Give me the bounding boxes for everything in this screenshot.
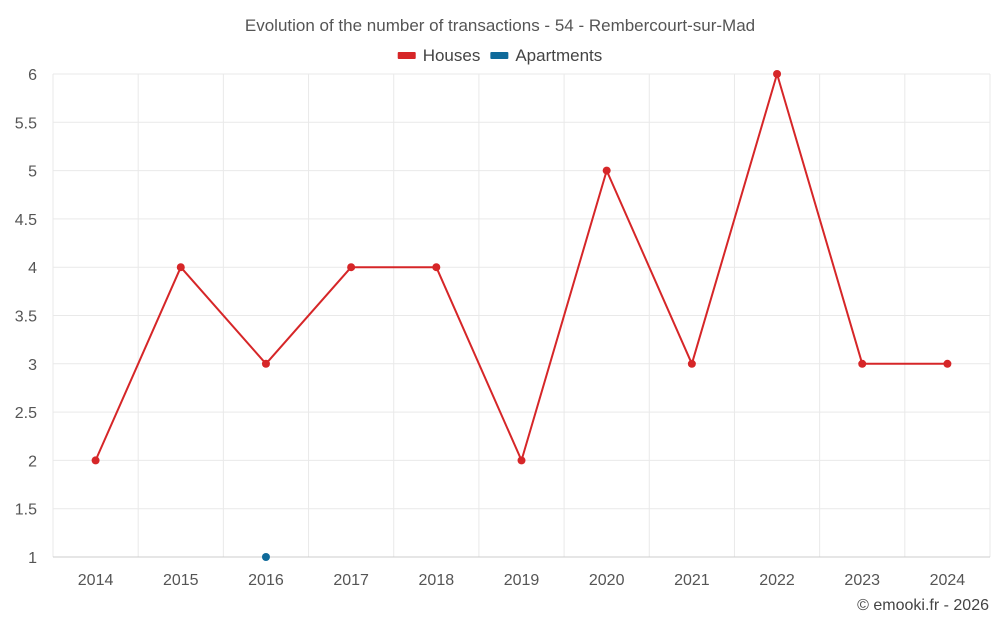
x-tick-label: 2019 (504, 572, 540, 589)
y-tick-label: 1 (28, 550, 37, 567)
x-tick-label: 2015 (163, 572, 199, 589)
data-point-houses[interactable] (773, 70, 782, 78)
y-tick-label: 5.5 (15, 115, 37, 132)
y-tick-label: 4 (28, 260, 37, 277)
data-point-houses[interactable] (176, 263, 185, 272)
x-tick-label: 2023 (844, 572, 880, 589)
legend: Houses Apartments (397, 46, 602, 65)
x-tick-label: 2016 (248, 572, 284, 589)
data-point-houses[interactable] (517, 456, 526, 465)
legend-item-houses[interactable]: Houses (397, 46, 481, 65)
y-tick-label: 1.5 (15, 502, 37, 519)
legend-label: Houses (423, 46, 481, 65)
x-axis-ticks: 2014 2015 2016 2017 2018 2019 2020 2021 2022 2023… (78, 572, 966, 589)
y-tick-label: 3 (28, 357, 37, 374)
data-point-houses[interactable] (432, 263, 441, 272)
data-point-houses[interactable] (602, 166, 611, 175)
legend-item-apartments[interactable]: Apartments (490, 46, 602, 65)
data-point-houses[interactable] (347, 263, 356, 272)
data-point-houses[interactable] (687, 359, 696, 368)
y-tick-label: 2.5 (15, 405, 37, 422)
legend-swatch (397, 52, 416, 59)
y-tick-label: 5 (28, 164, 37, 181)
data-point-apartments[interactable] (261, 553, 270, 561)
legend-label: Apartments (515, 46, 602, 65)
legend-swatch (490, 52, 509, 59)
y-tick-label: 2 (28, 453, 37, 470)
series-points (91, 70, 952, 561)
x-tick-label: 2020 (589, 572, 625, 589)
y-tick-label: 3.5 (15, 309, 37, 326)
x-tick-label: 2014 (78, 572, 114, 589)
credit-text: © emooki.fr - 2026 (857, 597, 989, 614)
x-tick-label: 2022 (759, 572, 795, 589)
chart-title: Evolution of the number of transactions … (245, 16, 755, 35)
x-tick-label: 2017 (333, 572, 369, 589)
x-tick-label: 2021 (674, 572, 710, 589)
y-axis-ticks: 1 1.5 2 2.5 3 3.5 4 4.5 5 5.5 6 (15, 67, 37, 567)
x-tick-label: 2018 (419, 572, 455, 589)
data-point-houses[interactable] (261, 359, 270, 368)
data-point-houses[interactable] (91, 456, 100, 465)
y-tick-label: 4.5 (15, 212, 37, 229)
data-point-houses[interactable] (943, 359, 952, 368)
y-grid (53, 73, 990, 558)
y-tick-label: 6 (28, 67, 37, 84)
data-point-houses[interactable] (858, 359, 867, 368)
x-tick-label: 2024 (930, 572, 966, 589)
